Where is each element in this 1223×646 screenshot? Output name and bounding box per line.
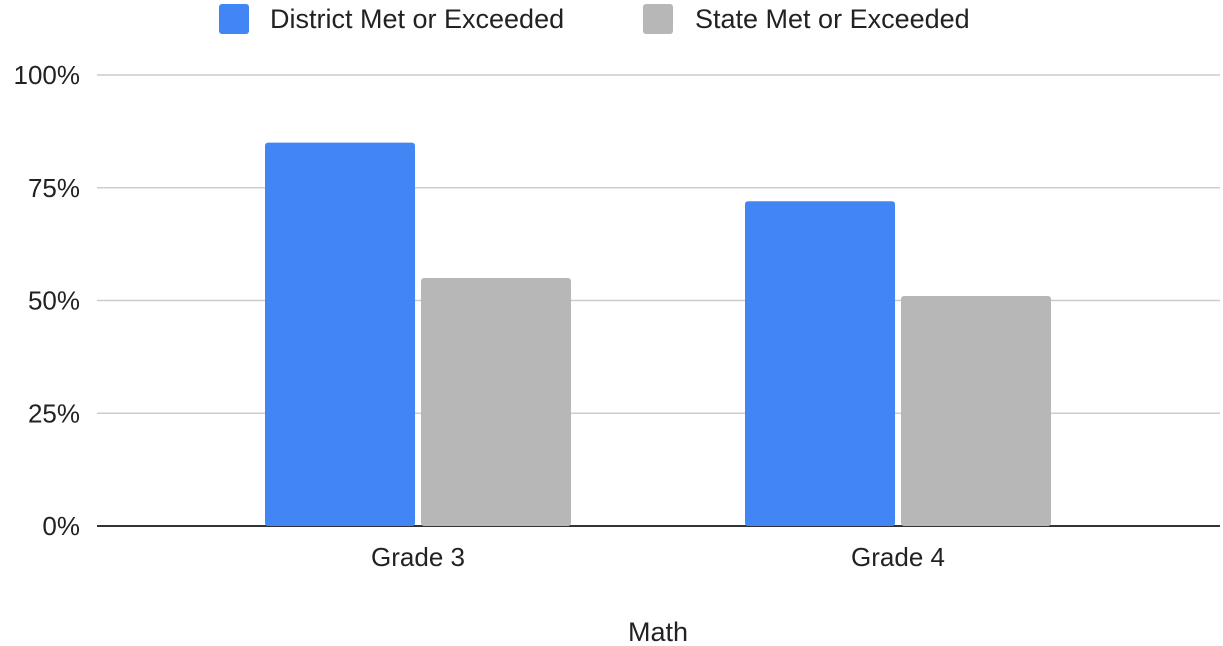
y-axis-tick-labels: 0% 25% 50% 75% 100% — [14, 60, 81, 541]
y-tick-label: 100% — [14, 60, 81, 90]
x-axis-label: Math — [628, 617, 688, 646]
legend-swatch — [643, 4, 673, 34]
bar-grade-4-series-1 — [901, 295, 1051, 526]
y-tick-label: 25% — [28, 398, 80, 428]
legend-swatch — [219, 4, 249, 34]
legend-label: District Met or Exceeded — [270, 4, 564, 34]
y-tick-label: 50% — [28, 286, 80, 316]
legend: District Met or Exceeded State Met or Exc… — [219, 4, 970, 34]
y-tick-label: 0% — [42, 511, 80, 541]
bar-grade-3-series-0 — [265, 142, 415, 526]
x-axis-tick-labels: Grade 3 Grade 4 — [371, 542, 945, 572]
x-tick-label: Grade 4 — [851, 542, 945, 572]
legend-label: State Met or Exceeded — [695, 4, 970, 34]
x-tick-label: Grade 3 — [371, 542, 465, 572]
bar-grade-3-series-1 — [421, 277, 571, 526]
y-tick-label: 75% — [28, 173, 80, 203]
bars — [265, 142, 1051, 526]
bar-grade-4-series-0 — [745, 201, 895, 526]
